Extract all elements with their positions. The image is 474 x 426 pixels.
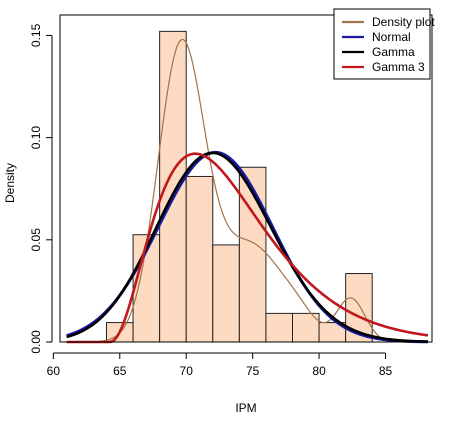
- y-tick-label-0.05: 0.05: [29, 228, 43, 252]
- x-tick-label-80: 80: [312, 364, 326, 378]
- series-line-kde: [73, 38, 402, 343]
- y-tick-label-0.10: 0.10: [29, 126, 43, 150]
- axes: 60 65 70 75 80 85 0.00 0.05 0.10 0.15: [29, 14, 433, 378]
- legend-label-gamma: Gamma: [372, 45, 415, 59]
- x-tick-label-65: 65: [113, 364, 127, 378]
- x-tick-label-60: 60: [47, 364, 61, 378]
- x-tick-label-85: 85: [379, 364, 393, 378]
- y-tick-label-0.00: 0.00: [29, 330, 43, 354]
- x-tick-label-75: 75: [246, 364, 260, 378]
- legend-label-kde: Density plot: [372, 15, 435, 29]
- legend-label-gamma3: Gamma 3: [372, 60, 425, 74]
- legend-label-normal: Normal: [372, 30, 411, 44]
- histogram-bar-7: [265, 312, 293, 343]
- density-curves: [66, 38, 429, 344]
- histogram-bar-3: [159, 30, 187, 343]
- histogram-bar-4: [185, 175, 214, 343]
- series-line-gamma: [66, 151, 429, 343]
- y-tick-label-0.15: 0.15: [29, 23, 43, 47]
- histogram-bar-6: [238, 166, 267, 343]
- x-tick-label-70: 70: [180, 364, 194, 378]
- y-axis-label: Density: [3, 163, 17, 203]
- series-line-gamma3: [66, 152, 429, 344]
- histogram-bars: [106, 30, 373, 343]
- plot-frame: [59, 14, 433, 343]
- histogram-bar-5: [212, 244, 240, 343]
- x-axis-label: IPM: [235, 401, 256, 415]
